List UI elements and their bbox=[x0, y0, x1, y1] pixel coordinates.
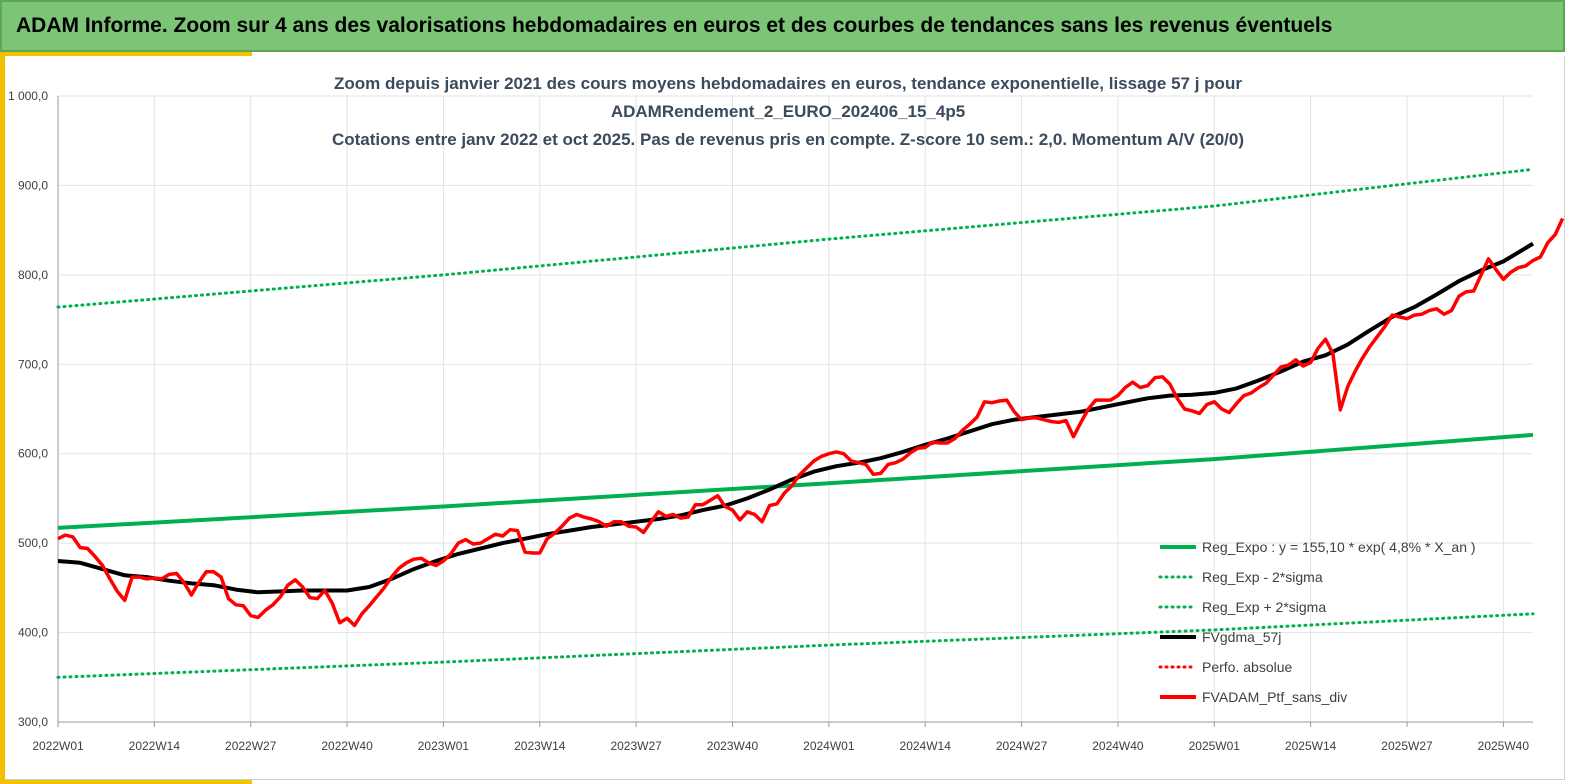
x-tick-label: 2023W27 bbox=[610, 739, 662, 753]
y-tick-label: 800,0 bbox=[18, 268, 48, 282]
x-tick-label: 2022W27 bbox=[225, 739, 277, 753]
y-tick-label: 500,0 bbox=[18, 536, 48, 550]
chart-title: Zoom depuis janvier 2021 des cours moyen… bbox=[332, 74, 1244, 149]
y-tick-label: 900,0 bbox=[18, 178, 48, 192]
y-tick-label: 700,0 bbox=[18, 357, 48, 371]
series-line-5 bbox=[57, 217, 1565, 628]
gridlines bbox=[57, 95, 1533, 723]
x-tick-label: 2024W27 bbox=[996, 739, 1048, 753]
legend-label: Reg_Exp + 2*sigma bbox=[1202, 599, 1326, 615]
x-tick-label: 2023W40 bbox=[707, 739, 759, 753]
x-tick-label: 2025W14 bbox=[1285, 739, 1337, 753]
y-tick-label: 400,0 bbox=[18, 626, 48, 640]
x-tick-label: 2022W14 bbox=[129, 739, 181, 753]
x-tick-label: 2022W01 bbox=[32, 739, 84, 753]
chart-title-line-2: ADAMRendement_2_EURO_202406_15_4p5 bbox=[611, 102, 965, 121]
accent-bar-left bbox=[0, 52, 5, 784]
x-tick-label: 2023W14 bbox=[514, 739, 566, 753]
y-tick-label: 300,0 bbox=[18, 715, 48, 729]
accent-bar-bottom bbox=[0, 779, 252, 784]
legend-label: Reg_Exp - 2*sigma bbox=[1202, 569, 1323, 585]
y-tick-label: 1 000,0 bbox=[8, 89, 48, 103]
x-tick-label: 2024W14 bbox=[900, 739, 952, 753]
series-line-0 bbox=[57, 432, 1534, 530]
legend-label: FVADAM_Ptf_sans_div bbox=[1202, 689, 1347, 705]
banner-title: ADAM Informe. Zoom sur 4 ans des valoris… bbox=[16, 14, 1333, 37]
banner: ADAM Informe. Zoom sur 4 ans des valoris… bbox=[0, 0, 1565, 52]
series-line-1 bbox=[56, 612, 1535, 679]
legend-label: Perfo. absolue bbox=[1202, 659, 1292, 675]
axes: 300,0 400,0 500,0 600,0 700,0 800,0 900,0 1 000… bbox=[8, 89, 1533, 753]
x-tick-label: 2022W40 bbox=[321, 739, 373, 753]
x-tick-label: 2025W27 bbox=[1381, 739, 1433, 753]
legend-label: Reg_Expo : y = 155,10 * exp( 4,8% * X_an… bbox=[1202, 539, 1476, 555]
legend-label: FVgdma_57j bbox=[1202, 629, 1281, 645]
series-line-2 bbox=[56, 167, 1535, 309]
accent-bar-top bbox=[5, 52, 252, 56]
chart-title-line-1: Zoom depuis janvier 2021 des cours moyen… bbox=[334, 74, 1242, 93]
legend: Reg_Expo : y = 155,10 * exp( 4,8% * X_an… bbox=[1158, 539, 1476, 705]
chart-title-line-3: Cotations entre janv 2022 et oct 2025. P… bbox=[332, 130, 1244, 149]
x-tick-label: 2024W01 bbox=[803, 739, 855, 753]
x-tick-label: 2024W40 bbox=[1092, 739, 1144, 753]
y-tick-label: 600,0 bbox=[18, 447, 48, 461]
x-tick-label: 2025W01 bbox=[1189, 739, 1241, 753]
series-layer bbox=[56, 167, 1565, 679]
series-line-3 bbox=[57, 241, 1535, 595]
x-tick-label: 2023W01 bbox=[418, 739, 470, 753]
chart-frame bbox=[5, 56, 1565, 780]
x-tick-label: 2025W40 bbox=[1478, 739, 1530, 753]
